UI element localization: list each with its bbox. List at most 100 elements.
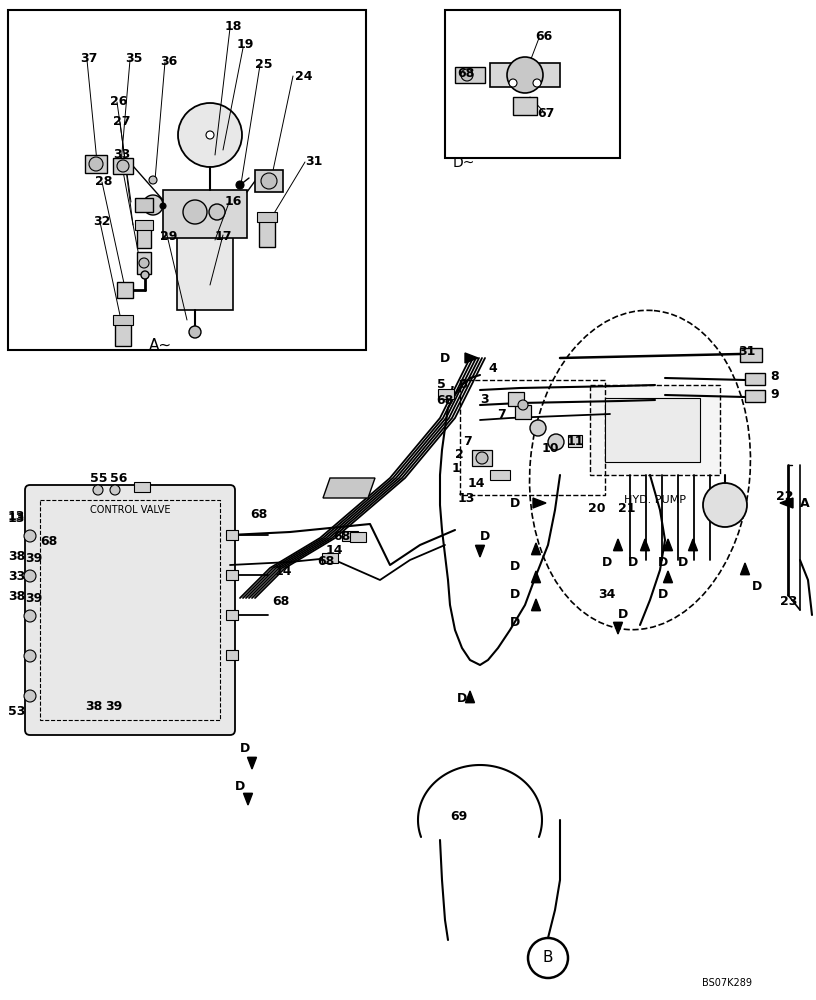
Text: 38: 38 (8, 590, 25, 603)
Circle shape (149, 176, 157, 184)
Text: 13: 13 (8, 512, 25, 525)
Text: 68: 68 (436, 394, 453, 407)
Circle shape (507, 57, 543, 93)
Bar (455, 67, 485, 83)
Text: 28: 28 (95, 175, 113, 188)
Polygon shape (614, 539, 623, 551)
Text: 56: 56 (110, 472, 127, 485)
Bar (226, 570, 238, 580)
Text: 31: 31 (738, 345, 756, 358)
Text: D: D (480, 530, 490, 543)
Circle shape (461, 69, 473, 81)
Text: D: D (240, 742, 251, 755)
Text: 68: 68 (457, 67, 474, 80)
Circle shape (93, 485, 103, 495)
Text: 67: 67 (537, 107, 554, 120)
Bar (515, 405, 531, 419)
Polygon shape (531, 599, 540, 611)
Text: D: D (510, 616, 521, 629)
Text: D: D (235, 780, 246, 793)
Circle shape (548, 434, 564, 450)
Text: D~: D~ (453, 156, 476, 170)
Circle shape (110, 485, 120, 495)
Text: 68: 68 (250, 508, 268, 521)
Text: B: B (543, 950, 553, 966)
Text: 23: 23 (780, 595, 797, 608)
Circle shape (189, 326, 201, 338)
Circle shape (261, 173, 277, 189)
Polygon shape (663, 539, 672, 551)
Circle shape (518, 400, 528, 410)
Text: 35: 35 (125, 52, 142, 65)
Text: 7: 7 (463, 435, 472, 448)
Circle shape (141, 271, 149, 279)
Text: 25: 25 (255, 58, 273, 71)
Text: 36: 36 (160, 55, 177, 68)
Circle shape (24, 610, 36, 622)
Circle shape (89, 157, 103, 171)
Bar (226, 530, 238, 540)
Text: 69: 69 (450, 810, 468, 823)
Text: 33: 33 (113, 148, 131, 161)
Text: 38: 38 (8, 550, 25, 563)
Bar (745, 373, 765, 385)
Text: 1: 1 (452, 462, 461, 475)
Text: 9: 9 (770, 388, 778, 401)
Circle shape (530, 420, 546, 436)
Polygon shape (476, 545, 485, 557)
Bar (322, 553, 338, 563)
Text: 68: 68 (40, 535, 57, 548)
Text: D: D (658, 556, 668, 569)
Circle shape (24, 570, 36, 582)
Bar (8, 10, 366, 350)
Circle shape (533, 79, 541, 87)
Text: D: D (618, 608, 628, 621)
Bar (490, 470, 510, 480)
Text: 8: 8 (770, 370, 778, 383)
Text: 22: 22 (776, 490, 793, 503)
Bar (163, 190, 247, 238)
Text: 14: 14 (275, 565, 292, 578)
Text: 21: 21 (618, 502, 636, 515)
Circle shape (178, 103, 242, 167)
Text: D: D (658, 588, 668, 601)
Bar (135, 198, 153, 212)
Text: 17: 17 (215, 230, 233, 243)
Bar (85, 155, 107, 173)
Polygon shape (465, 691, 474, 703)
Text: 68: 68 (317, 555, 335, 568)
Bar (745, 390, 765, 402)
Bar (740, 348, 762, 362)
Text: 10: 10 (542, 442, 560, 455)
Text: 53: 53 (8, 705, 25, 718)
Bar (445, 10, 620, 158)
Text: D: D (678, 556, 688, 569)
Text: A~: A~ (149, 338, 171, 353)
Bar (342, 531, 358, 541)
Text: 26: 26 (110, 95, 127, 108)
Circle shape (24, 650, 36, 662)
Text: 14: 14 (468, 477, 486, 490)
Circle shape (509, 79, 517, 87)
Bar (490, 63, 560, 87)
Text: 39: 39 (25, 552, 42, 565)
Text: 4: 4 (488, 362, 497, 375)
Polygon shape (689, 539, 698, 551)
Bar (259, 215, 275, 247)
Polygon shape (531, 543, 540, 555)
Bar (605, 398, 700, 462)
Bar (226, 650, 238, 660)
Text: 2: 2 (455, 448, 463, 461)
Bar (508, 392, 524, 406)
Text: 32: 32 (93, 215, 110, 228)
Circle shape (476, 452, 488, 464)
Text: 3: 3 (480, 393, 489, 406)
Circle shape (143, 195, 163, 215)
Text: 18: 18 (225, 20, 242, 33)
Text: 16: 16 (225, 195, 242, 208)
Polygon shape (780, 498, 793, 508)
FancyBboxPatch shape (25, 485, 235, 735)
Polygon shape (614, 622, 623, 634)
Circle shape (24, 530, 36, 542)
Text: 31: 31 (305, 155, 322, 168)
